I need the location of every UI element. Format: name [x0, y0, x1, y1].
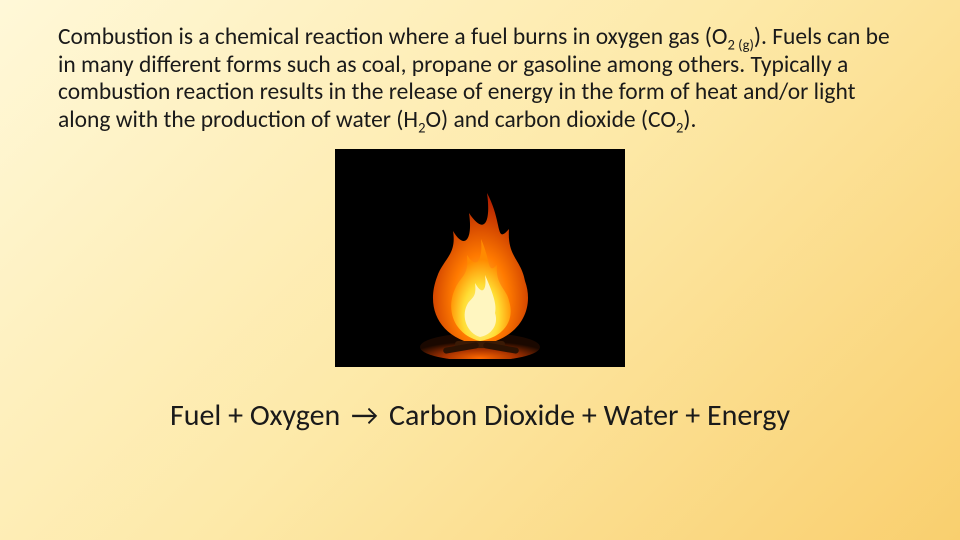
fire-image — [335, 149, 625, 367]
body-paragraph: Combustion is a chemical reaction where … — [58, 24, 902, 135]
para-part1: Combustion is a chemical reaction where … — [58, 23, 727, 51]
equation-right: Carbon Dioxide + Water + Energy — [382, 397, 790, 434]
fire-image-wrap — [58, 149, 902, 367]
arrow-icon: → — [347, 397, 382, 434]
equation-left: Fuel + Oxygen — [170, 397, 347, 434]
fire-icon — [395, 159, 565, 359]
combustion-equation: Fuel + Oxygen → Carbon Dioxide + Water +… — [58, 397, 902, 434]
slide: Combustion is a chemical reaction where … — [0, 0, 960, 540]
para-part3: O) and carbon dioxide (CO — [425, 106, 675, 134]
para-part4: ). — [683, 106, 696, 134]
